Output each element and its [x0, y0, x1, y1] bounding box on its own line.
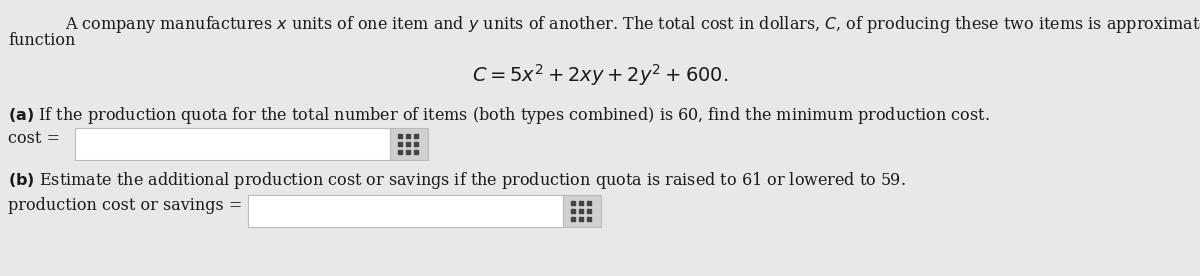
Text: production cost or savings =: production cost or savings =	[8, 197, 242, 214]
Text: $\bf{(a)}$ If the production quota for the total number of items (both types com: $\bf{(a)}$ If the production quota for t…	[8, 105, 990, 126]
Text: A company manufactures $x$ units of one item and $y$ units of another. The total: A company manufactures $x$ units of one …	[65, 14, 1200, 35]
Text: $\bf{(b)}$ Estimate the additional production cost or savings if the production : $\bf{(b)}$ Estimate the additional produ…	[8, 170, 906, 191]
FancyBboxPatch shape	[390, 128, 428, 160]
Text: cost =: cost =	[8, 130, 60, 147]
FancyBboxPatch shape	[248, 195, 563, 227]
FancyBboxPatch shape	[74, 128, 390, 160]
Text: $C = 5x^2 + 2xy + 2y^2 + 600.$: $C = 5x^2 + 2xy + 2y^2 + 600.$	[472, 62, 728, 88]
Text: function: function	[8, 32, 76, 49]
FancyBboxPatch shape	[563, 195, 601, 227]
